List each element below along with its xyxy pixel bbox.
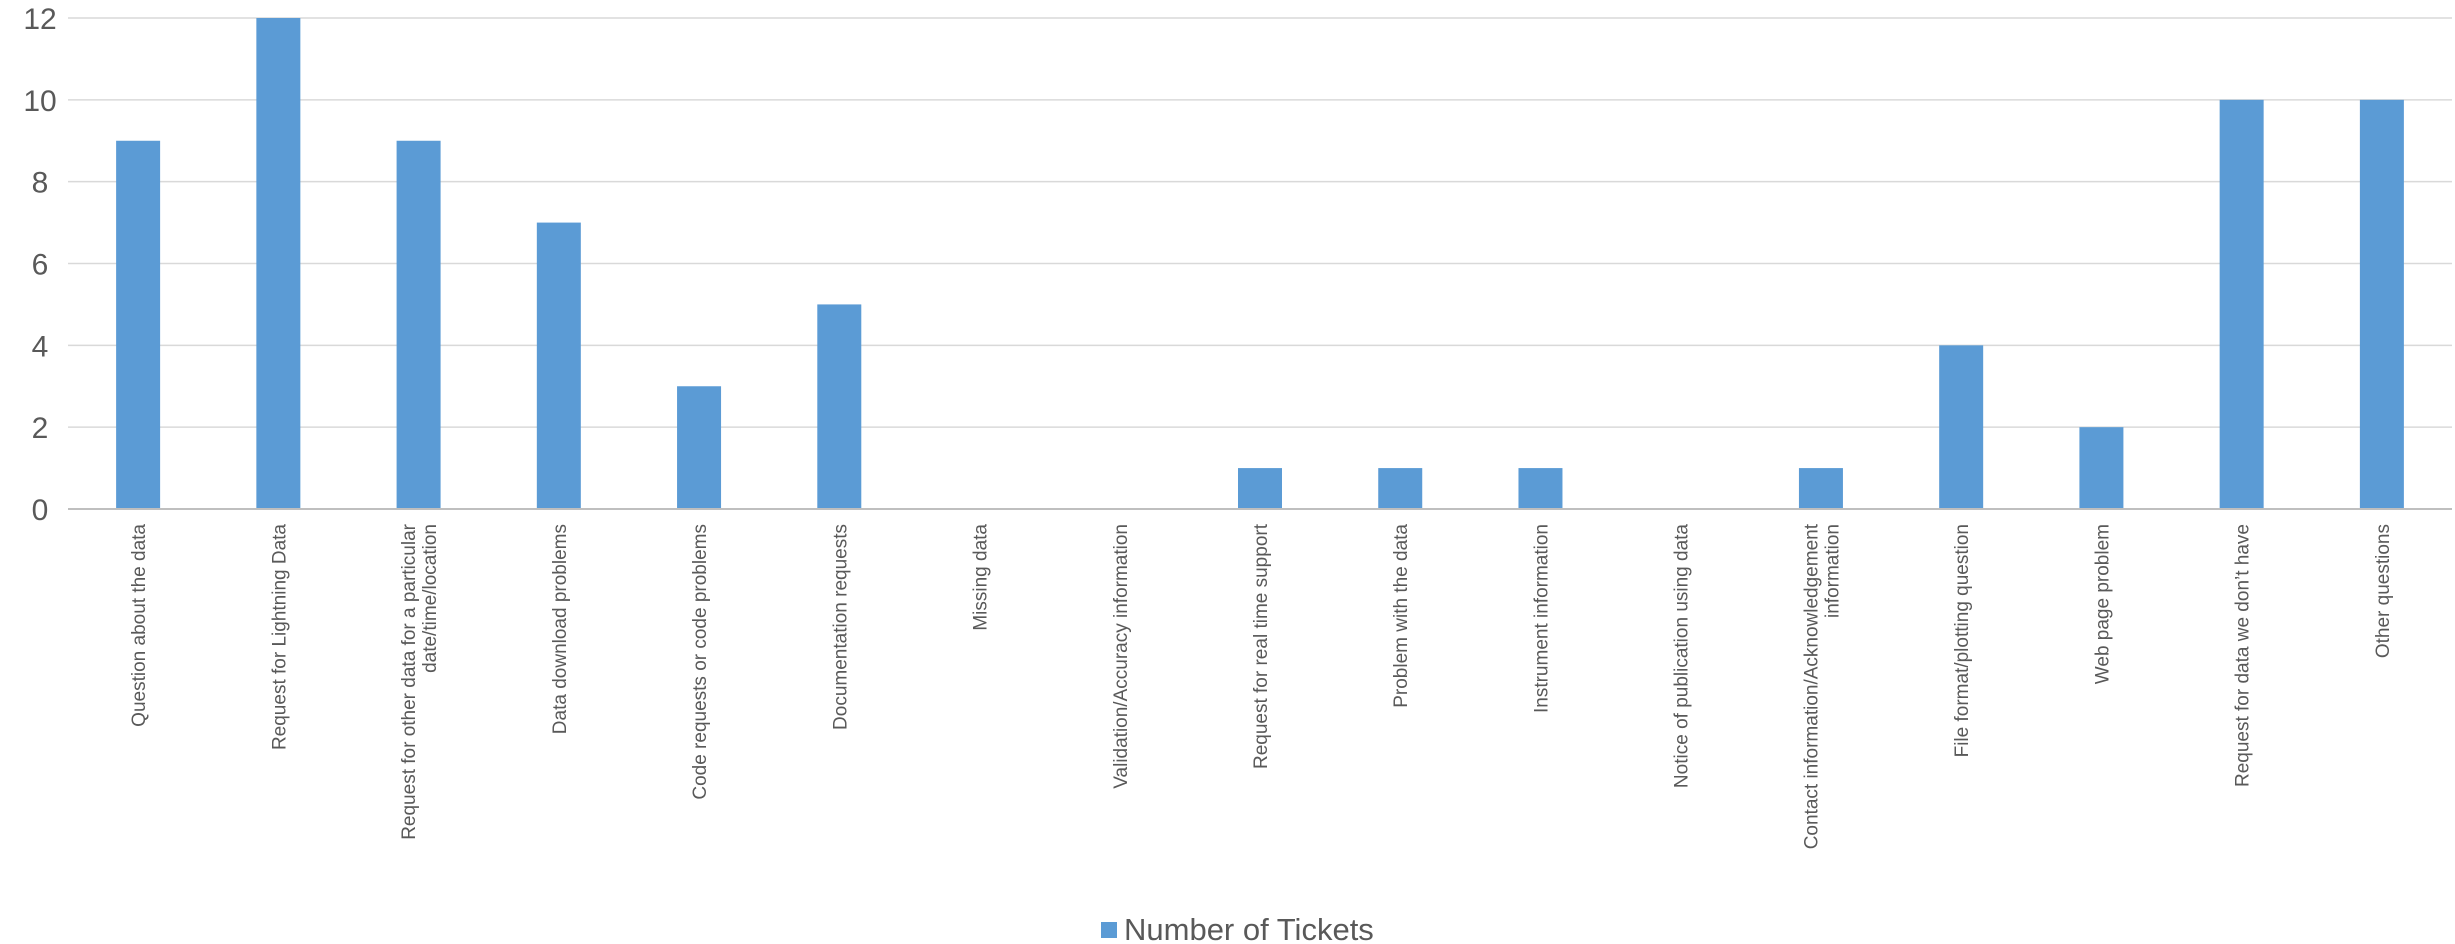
x-tick-label-line: Validation/Accuracy information xyxy=(1111,524,1132,789)
y-tick-label: 8 xyxy=(32,167,49,200)
bar xyxy=(116,140,161,509)
bar xyxy=(396,140,441,509)
legend-label: Number of Tickets xyxy=(1124,912,1374,944)
x-tick-label-line: Problem with the data xyxy=(1391,524,1412,708)
y-tick-label: 6 xyxy=(32,249,49,282)
bar xyxy=(2219,99,2264,509)
x-axis-ticks: Question about the data Request for Light… xyxy=(129,523,2394,849)
x-tick-label-line: Documentation requests xyxy=(830,524,851,730)
bar xyxy=(1378,468,1423,509)
x-tick-label: Question about the data xyxy=(129,524,150,727)
x-tick-label-line: Code requests or code problems xyxy=(690,524,711,800)
bar xyxy=(536,222,581,510)
x-tick-label: Validation/Accuracy information xyxy=(1111,524,1132,789)
x-tick-label-line: Request for Lightning Data xyxy=(269,524,290,750)
y-tick-label: 10 xyxy=(23,85,56,118)
x-tick-label: Contact information/Acknowledgement infor… xyxy=(1801,523,1843,849)
bar xyxy=(256,18,301,509)
x-tick-label-line: Question about the data xyxy=(129,524,150,727)
x-tick-label: Request for other data for a particular d… xyxy=(399,523,441,839)
x-tick-label: Documentation requests xyxy=(830,524,851,730)
bar xyxy=(2079,427,2124,509)
x-tick-label: File format/plotting question xyxy=(1952,524,1973,757)
x-tick-label-line: Notice of publication using data xyxy=(1672,524,1693,788)
x-tick-label: Problem with the data xyxy=(1391,524,1412,708)
bar xyxy=(677,386,722,509)
bar xyxy=(2359,99,2404,509)
legend-swatch xyxy=(1101,922,1117,938)
y-tick-label: 0 xyxy=(32,494,49,527)
x-tick-label-line: Other questions xyxy=(2373,524,2394,658)
bar xyxy=(1238,468,1282,509)
x-tick-label-line: date/time/location xyxy=(420,524,441,673)
gridlines xyxy=(68,17,2452,428)
x-tick-label: Web page problem xyxy=(2092,524,2113,684)
x-tick-label: Code requests or code problems xyxy=(690,524,711,800)
x-tick-label: Request for real time support xyxy=(1251,523,1272,769)
bar xyxy=(1798,468,1843,509)
x-tick-label-line: Web page problem xyxy=(2092,524,2113,684)
x-tick-label: Request for data we don’t have xyxy=(2233,524,2254,787)
y-tick-label: 2 xyxy=(32,412,49,445)
x-tick-label: Request for Lightning Data xyxy=(269,524,290,750)
x-tick-label-line: Request for data we don’t have xyxy=(2233,524,2254,787)
x-tick-label: Missing data xyxy=(971,524,992,631)
bar xyxy=(817,304,862,509)
bars xyxy=(116,18,2404,510)
x-tick-label-line: Request for real time support xyxy=(1251,523,1272,769)
x-tick-label-line: Missing data xyxy=(971,524,992,631)
y-tick-label: 12 xyxy=(23,3,56,36)
bar xyxy=(1939,345,1984,509)
x-tick-label-line: File format/plotting question xyxy=(1952,524,1973,757)
x-tick-label-line: Instrument information xyxy=(1531,524,1552,713)
x-tick-label-line: Request for other data for a particular xyxy=(399,523,420,839)
legend: Number of Tickets xyxy=(1101,912,1374,944)
x-tick-label: Other questions xyxy=(2373,524,2394,658)
x-tick-label-line: Data download problems xyxy=(550,524,571,734)
x-tick-label: Notice of publication using data xyxy=(1672,524,1693,788)
x-tick-label: Instrument information xyxy=(1531,524,1552,713)
y-axis-ticks: 0 2 4 6 8 10 12 xyxy=(23,3,56,527)
y-tick-label: 4 xyxy=(32,330,49,363)
bar xyxy=(1518,468,1563,509)
x-tick-label: Data download problems xyxy=(550,524,571,734)
x-tick-label-line: Contact information/Acknowledgement xyxy=(1801,523,1822,849)
x-tick-label-line: information xyxy=(1822,524,1843,618)
